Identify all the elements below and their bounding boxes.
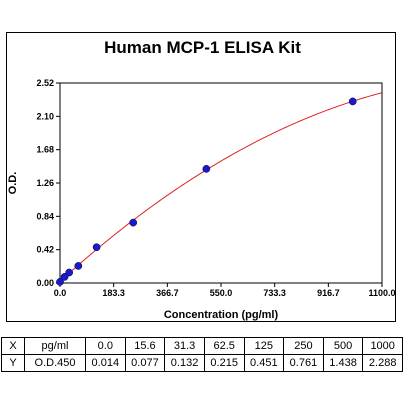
y-tick-label: 1.26 xyxy=(36,178,54,188)
table-cell: X xyxy=(1,337,25,355)
y-tick-label: 0.00 xyxy=(36,278,54,288)
y-tick-label: 2.10 xyxy=(36,111,54,121)
data-point xyxy=(56,278,64,286)
chart-title: Human MCP-1 ELISA Kit xyxy=(104,38,301,57)
table-cell: 62.5 xyxy=(203,337,245,355)
x-tick-label: 183.3 xyxy=(102,288,125,298)
table-cell: 0.215 xyxy=(203,354,245,372)
table-cell: 0.077 xyxy=(124,354,166,372)
table-cell: 0.014 xyxy=(85,354,126,372)
x-tick-label: 916.7 xyxy=(317,288,340,298)
y-tick-label: 2.52 xyxy=(36,78,54,88)
table-cell: 0.0 xyxy=(85,337,126,355)
table-cell: 250 xyxy=(283,337,324,355)
data-point xyxy=(348,97,357,106)
table-cell: 2.288 xyxy=(362,354,403,372)
data-point xyxy=(129,218,138,227)
table-cell: 15.6 xyxy=(124,337,166,355)
y-axis-title: O.D. xyxy=(7,172,19,195)
x-axis-title: Concentration (pg/ml) xyxy=(164,309,279,321)
table-cell: 0.132 xyxy=(164,354,205,372)
table-row-y: Y O.D.450 0.014 0.077 0.132 0.215 0.451 … xyxy=(1,354,403,372)
table-cell: 125 xyxy=(243,337,285,355)
table-cell: 1.438 xyxy=(322,354,364,372)
table-cell: 500 xyxy=(322,337,364,355)
x-tick-label: 1100.0 xyxy=(368,288,395,298)
plot-area xyxy=(59,82,383,284)
x-tick-label: 0.0 xyxy=(54,288,67,298)
table-cell: 0.761 xyxy=(283,354,324,372)
data-point xyxy=(74,262,83,270)
chart-plot: 0.00 0.42 0.84 1.26 1.68 2.10 2.52 0.0 183.3 366.… xyxy=(7,78,396,321)
table-cell: 0.451 xyxy=(243,354,285,372)
x-tick-label: 733.3 xyxy=(263,288,286,298)
data-point xyxy=(202,165,211,173)
table-cell: Y xyxy=(1,354,25,372)
y-tick-label: 0.84 xyxy=(36,211,54,221)
x-tick-label: 550.0 xyxy=(210,288,233,298)
table-row-x: X pg/ml 0.0 15.6 31.3 62.5 125 250 500 1… xyxy=(1,337,403,355)
data-point xyxy=(92,243,101,252)
table-cell: 31.3 xyxy=(164,337,205,355)
table-cell: 1000 xyxy=(362,337,403,355)
table-cell: pg/ml xyxy=(24,337,86,355)
x-tick-label: 366.7 xyxy=(156,288,179,298)
table-cell: O.D.450 xyxy=(24,354,86,372)
data-point xyxy=(65,268,74,277)
fit-curve xyxy=(59,92,383,282)
data-table: X pg/ml 0.0 15.6 31.3 62.5 125 250 500 1… xyxy=(1,337,403,372)
y-tick-label: 0.42 xyxy=(36,245,54,255)
y-tick-label: 1.68 xyxy=(36,145,54,155)
